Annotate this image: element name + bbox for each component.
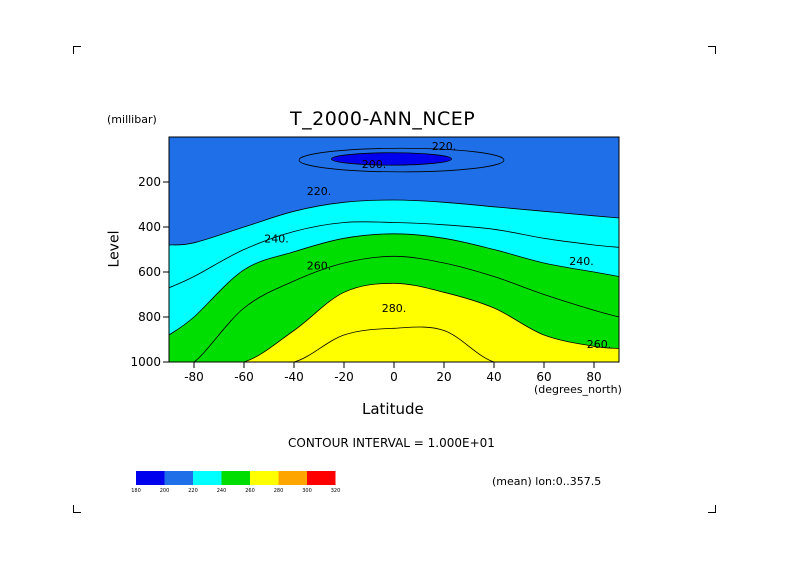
contour-label: 260. bbox=[587, 338, 612, 351]
frame-corner-top-right bbox=[708, 46, 716, 54]
x-tick-label: 80 bbox=[586, 370, 601, 384]
colorbar-swatch bbox=[307, 471, 336, 485]
contour-line bbox=[169, 282, 619, 362]
contour-label: 220. bbox=[432, 140, 457, 153]
y-axis-units: (millibar) bbox=[107, 113, 157, 126]
contour-label: 240. bbox=[569, 255, 594, 268]
y-tick-label: 1000 bbox=[130, 355, 161, 369]
x-tick-label: 40 bbox=[486, 370, 501, 384]
x-tick-label: 60 bbox=[536, 370, 551, 384]
cold-core-contour bbox=[331, 152, 452, 166]
frame-corner-top-left bbox=[73, 46, 81, 54]
plot-area bbox=[169, 137, 619, 362]
colorbar-tick-label: 280 bbox=[274, 488, 284, 494]
colorbar-tick-label: 260 bbox=[245, 488, 255, 494]
x-tick-label: -60 bbox=[234, 370, 254, 384]
colorbar-tick-label: 220 bbox=[188, 488, 198, 494]
colorbar-swatch bbox=[221, 471, 250, 485]
colorbar-tick-label: 240 bbox=[217, 488, 227, 494]
colorbar-tick-label: 320 bbox=[331, 488, 341, 494]
chart-title: T_2000-ANN_NCEP bbox=[290, 108, 476, 130]
y-tick-label: 600 bbox=[138, 265, 161, 279]
x-tick-label: -40 bbox=[284, 370, 304, 384]
contour-interval-text: CONTOUR INTERVAL = 1.000E+01 bbox=[288, 436, 495, 450]
colorbar-swatch bbox=[136, 471, 165, 485]
y-axis-label: Level bbox=[106, 230, 123, 268]
x-tick-label: 20 bbox=[436, 370, 451, 384]
contour-label: 200. bbox=[362, 158, 387, 171]
x-tick-label: -20 bbox=[334, 370, 354, 384]
contour-label: 280. bbox=[382, 302, 407, 315]
contour-line bbox=[169, 233, 619, 336]
contour-line bbox=[169, 221, 619, 289]
y-tick-label: 400 bbox=[138, 220, 161, 234]
colorbar-tick-label: 200 bbox=[160, 488, 170, 494]
colorbar-swatch bbox=[193, 471, 222, 485]
frame-corner-bottom-left bbox=[73, 505, 81, 513]
mean-longitude-text: (mean) lon:0..357.5 bbox=[492, 475, 602, 488]
x-axis-units: (degrees_north) bbox=[534, 383, 622, 396]
contour-line bbox=[169, 255, 619, 362]
colorbar-tick-label: 300 bbox=[302, 488, 312, 494]
colorbar-tick-label: 180 bbox=[131, 488, 141, 494]
contour-label: 240. bbox=[264, 232, 289, 245]
contour-line bbox=[169, 326, 619, 362]
colorbar-swatch bbox=[164, 471, 193, 485]
colorbar-swatch bbox=[250, 471, 279, 485]
contour-band-fill bbox=[169, 327, 619, 362]
x-tick-label: 0 bbox=[390, 370, 398, 384]
y-tick-label: 800 bbox=[138, 310, 161, 324]
y-tick-label: 200 bbox=[138, 175, 161, 189]
contour-line bbox=[169, 199, 619, 246]
frame-corner-bottom-right bbox=[708, 505, 716, 513]
contour-label: 220. bbox=[307, 185, 332, 198]
x-tick-label: -80 bbox=[184, 370, 204, 384]
contour-label: 260. bbox=[307, 259, 332, 272]
colorbar-swatch bbox=[278, 471, 307, 485]
x-axis-label: Latitude bbox=[362, 400, 424, 418]
contour-band-fill bbox=[169, 283, 619, 362]
